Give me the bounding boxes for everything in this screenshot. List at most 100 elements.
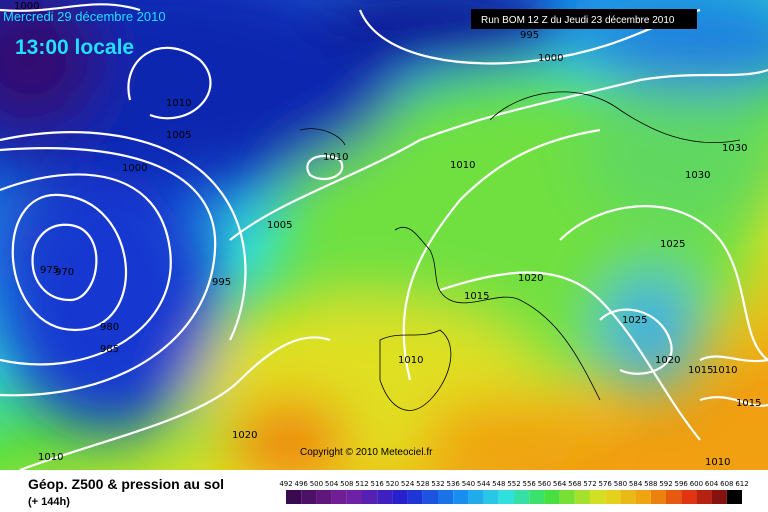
scale-label: 532 bbox=[431, 480, 444, 488]
scale-label: 572 bbox=[583, 480, 596, 488]
scale-swatch bbox=[620, 490, 636, 504]
isobar-label: 1010 bbox=[323, 152, 348, 163]
scale-label: 596 bbox=[675, 480, 689, 488]
scale-label: 548 bbox=[492, 480, 505, 488]
scale-swatch bbox=[514, 490, 530, 504]
scale-swatch bbox=[544, 490, 560, 504]
scale-label: 536 bbox=[447, 480, 461, 488]
scale-swatch bbox=[711, 490, 727, 504]
scale-label: 556 bbox=[523, 480, 537, 488]
isobar-label: 1010 bbox=[398, 355, 423, 366]
scale-label: 540 bbox=[462, 480, 475, 488]
scale-swatch bbox=[590, 490, 606, 504]
scale-swatch bbox=[498, 490, 514, 504]
scale-swatch bbox=[666, 490, 682, 504]
scale-label: 528 bbox=[416, 480, 429, 488]
isobar-label: 980 bbox=[100, 322, 119, 333]
isobar-label: 1000 bbox=[538, 53, 563, 64]
scale-label: 544 bbox=[477, 480, 491, 488]
coastlines bbox=[299, 91, 741, 411]
scale-label: 568 bbox=[568, 480, 581, 488]
scale-swatch bbox=[605, 490, 621, 504]
scale-swatch bbox=[331, 490, 347, 504]
scale-label: 564 bbox=[553, 480, 567, 488]
scale-swatch bbox=[346, 490, 362, 504]
isobar-label: 985 bbox=[100, 344, 119, 355]
isobar-label: 1030 bbox=[685, 170, 710, 181]
isobar-label: 1010 bbox=[166, 98, 191, 109]
scale-swatch bbox=[726, 490, 742, 504]
scale-swatch bbox=[362, 490, 378, 504]
scale-swatch bbox=[696, 490, 712, 504]
isobars bbox=[0, 3, 768, 472]
isobar-label: 970 bbox=[55, 267, 74, 278]
isobar-labels: 1000 995 1000 1010 1005 1000 1010 1010 1030 1030 1… bbox=[14, 1, 761, 468]
scale-label: 588 bbox=[644, 480, 657, 488]
isobar-label: 1020 bbox=[655, 355, 680, 366]
scale-label: 580 bbox=[614, 480, 627, 488]
footer-lead: (+ 144h) bbox=[28, 496, 70, 508]
run-info: Run BOM 12 Z du Jeudi 23 décembre 2010 bbox=[481, 15, 675, 26]
footer-title: Géop. Z500 & pression au sol bbox=[28, 476, 224, 492]
isobar-label: 1020 bbox=[232, 430, 257, 441]
isobar-label: 1005 bbox=[166, 130, 191, 141]
isobar-label: 995 bbox=[520, 30, 539, 41]
scale-label: 592 bbox=[659, 480, 672, 488]
scale-label: 584 bbox=[629, 480, 643, 488]
scale-swatch bbox=[559, 490, 575, 504]
scale-label: 576 bbox=[599, 480, 613, 488]
color-scale: 492 496 500 504 508 512 516 520 524 528 532 536 540 5… bbox=[279, 480, 749, 504]
isobar-label: 995 bbox=[212, 277, 231, 288]
scale-label: 496 bbox=[295, 480, 309, 488]
isobar-label: 1000 bbox=[122, 163, 147, 174]
time: 13:00 locale bbox=[15, 36, 134, 59]
scale-label: 608 bbox=[720, 480, 733, 488]
scale-swatch bbox=[301, 490, 317, 504]
copyright: Copyright © 2010 Meteociel.fr bbox=[300, 447, 433, 458]
isobar-label: 1005 bbox=[267, 220, 292, 231]
scale-label: 500 bbox=[310, 480, 323, 488]
scale-swatch bbox=[681, 490, 697, 504]
scale-swatch bbox=[468, 490, 484, 504]
scale-label: 492 bbox=[279, 480, 292, 488]
scale-label: 604 bbox=[705, 480, 719, 488]
scale-swatch bbox=[438, 490, 454, 504]
isobar-label: 1030 bbox=[722, 143, 747, 154]
isobar-label: 1015 bbox=[464, 291, 489, 302]
isobar-label: 1015 bbox=[688, 365, 713, 376]
scale-label: 560 bbox=[538, 480, 551, 488]
isobar-label: 1010 bbox=[705, 457, 730, 468]
scale-swatch bbox=[286, 490, 302, 504]
scale-label: 512 bbox=[355, 480, 368, 488]
scale-label: 508 bbox=[340, 480, 353, 488]
scale-swatch bbox=[407, 490, 423, 504]
isobar-label: 1025 bbox=[660, 239, 685, 250]
scale-swatch bbox=[635, 490, 651, 504]
isobar-label: 1010 bbox=[450, 160, 475, 171]
isobar-label: 1000 bbox=[14, 1, 39, 12]
isobar-label: 1010 bbox=[38, 452, 63, 463]
background bbox=[0, 0, 768, 480]
scale-swatch bbox=[574, 490, 590, 504]
isobar-label: 1025 bbox=[622, 315, 647, 326]
date: Mercredi 29 décembre 2010 bbox=[3, 9, 166, 24]
scale-label: 504 bbox=[325, 480, 339, 488]
isobar-label: 1015 bbox=[736, 398, 761, 409]
scale-swatch bbox=[377, 490, 393, 504]
scale-label: 600 bbox=[690, 480, 703, 488]
scale-swatch bbox=[529, 490, 545, 504]
scale-swatch bbox=[483, 490, 499, 504]
scale-label: 516 bbox=[371, 480, 385, 488]
scale-swatch bbox=[316, 490, 332, 504]
scale-label: 612 bbox=[735, 480, 748, 488]
scale-label: 524 bbox=[401, 480, 415, 488]
scale-label: 520 bbox=[386, 480, 399, 488]
scale-swatch bbox=[422, 490, 438, 504]
scale-swatch bbox=[453, 490, 469, 504]
scale-swatch bbox=[650, 490, 666, 504]
run-box bbox=[471, 9, 697, 29]
scale-label: 552 bbox=[507, 480, 520, 488]
scale-swatch bbox=[392, 490, 408, 504]
